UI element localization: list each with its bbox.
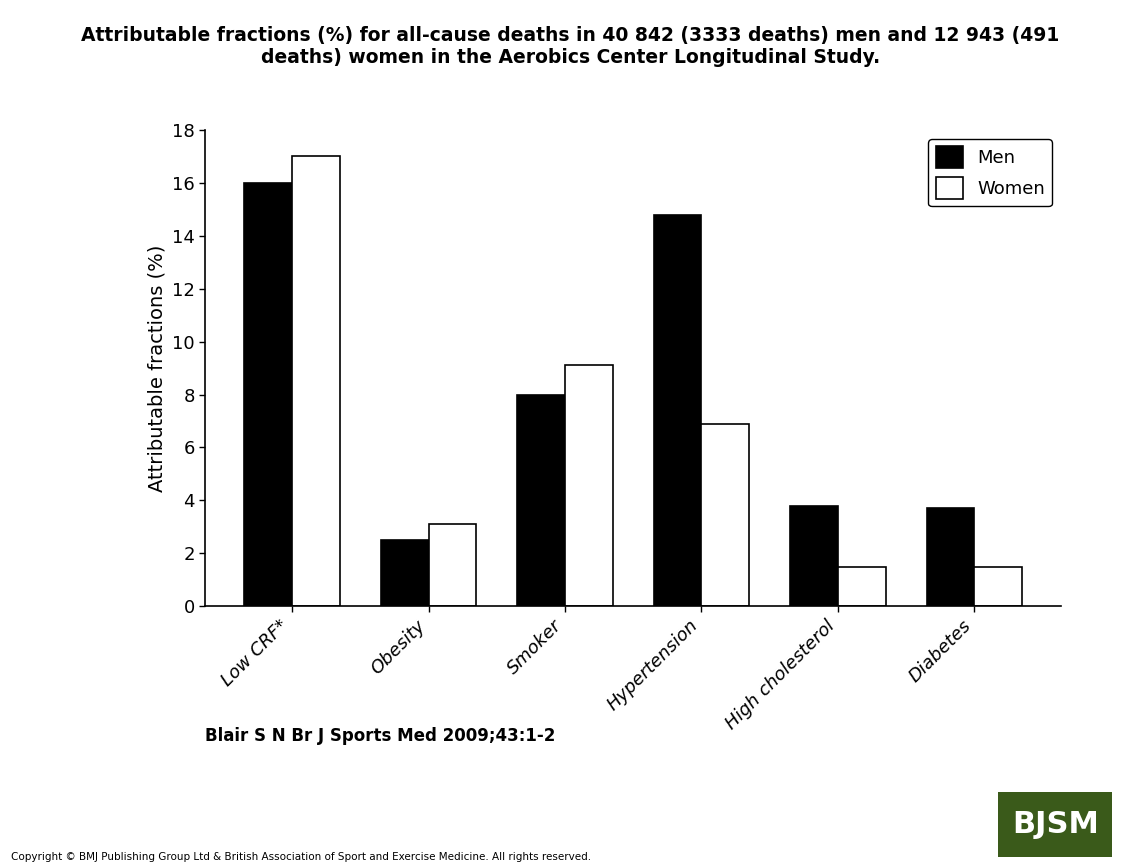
Text: Blair S N Br J Sports Med 2009;43:1-2: Blair S N Br J Sports Med 2009;43:1-2	[205, 727, 556, 746]
Bar	[974, 566, 1022, 606]
Bar	[292, 157, 340, 606]
Legend: Men, Women: Men, Women	[929, 139, 1052, 206]
Y-axis label: Attributable fractions (%): Attributable fractions (%)	[147, 244, 167, 492]
Bar	[837, 566, 885, 606]
Bar	[244, 183, 292, 606]
Bar	[926, 508, 974, 606]
Bar	[381, 540, 429, 606]
Bar	[791, 506, 837, 606]
Bar	[429, 524, 476, 606]
Bar	[654, 215, 702, 606]
Text: Attributable fractions (%) for all-cause deaths in 40 842 (3333 deaths) men and : Attributable fractions (%) for all-cause…	[81, 26, 1060, 67]
Bar	[565, 365, 613, 606]
Text: Copyright © BMJ Publishing Group Ltd & British Association of Sport and Exercise: Copyright © BMJ Publishing Group Ltd & B…	[11, 851, 591, 862]
Bar	[702, 423, 750, 606]
Text: BJSM: BJSM	[1012, 811, 1099, 839]
Bar	[517, 395, 565, 606]
